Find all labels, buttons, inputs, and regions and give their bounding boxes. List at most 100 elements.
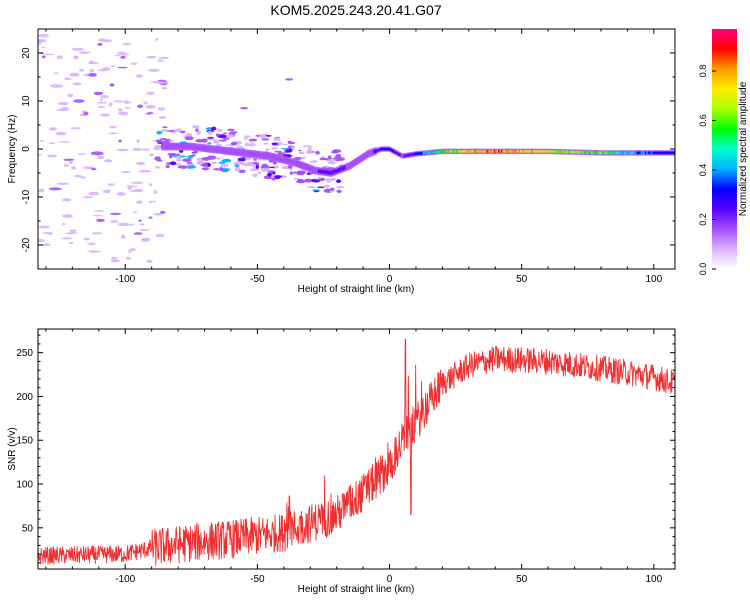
heatmap-cloud-blob	[306, 172, 311, 175]
heatmap-cloud-blob	[335, 153, 342, 158]
heatmap-noise-blob	[72, 82, 82, 86]
heatmap-cloud-blob	[196, 132, 201, 135]
heatmap-cloud-blob	[265, 134, 272, 137]
y-tick-label: 200	[16, 392, 33, 403]
heatmap-noise-blob	[88, 191, 100, 196]
heatmap-cloud-blob	[317, 186, 325, 189]
heatmap-noise-blob	[155, 233, 165, 238]
heatmap-cloud-blob	[273, 137, 281, 142]
heatmap-noise-blob	[130, 62, 138, 66]
heatmap-cloud-blob	[248, 138, 258, 142]
heatmap-noise-blob	[61, 237, 73, 240]
x-tick-label: -100	[115, 274, 135, 285]
heatmap-noise-blob	[40, 46, 46, 49]
heatmap-cloud-blob	[276, 141, 283, 145]
y-tick-label: 50	[22, 523, 34, 534]
heatmap-noise-blob	[56, 182, 69, 185]
x-tick-label: 100	[646, 574, 663, 585]
heatmap-noise-blob	[146, 55, 157, 59]
heatmap-cloud-blob	[257, 171, 262, 175]
heatmap-cloud-blob	[237, 157, 246, 162]
heatmap-isolated-blob	[226, 128, 235, 131]
heatmap-cloud-blob	[304, 178, 313, 183]
heatmap-cloud-blob	[330, 151, 338, 154]
x-tick-label: 50	[516, 274, 528, 285]
heatmap-noise-blob	[137, 104, 144, 108]
heatmap-noise-blob	[117, 53, 130, 56]
heatmap-noise-blob	[47, 155, 57, 158]
heatmap-cloud-blob	[192, 125, 200, 129]
snr-y-axis-label: SNR (v/v)	[7, 427, 18, 470]
heatmap-cloud-blob	[210, 161, 218, 164]
heatmap-noise-blob	[88, 72, 97, 77]
heatmap-cloud-blob	[243, 137, 248, 140]
heatmap-noise-blob	[101, 39, 112, 43]
colorbar-ticks: 0.0 0.2 0.4 0.6 0.8	[698, 65, 716, 275]
heatmap-noise-blob	[77, 153, 86, 155]
heatmap-cloud-blob	[160, 129, 168, 132]
heatmap-cloud-blob	[270, 175, 275, 178]
spectrogram-x-axis-label: Height of straight line (km)	[298, 284, 415, 295]
heatmap-cloud-blob	[207, 130, 213, 135]
colorbar-tick-label: 0.4	[698, 164, 708, 177]
heatmap-cloud-blob	[287, 141, 296, 145]
heatmap-noise-blob	[158, 116, 167, 119]
heatmap-cloud-blob	[244, 142, 249, 147]
heatmap-cloud-blob	[245, 156, 252, 161]
heatmap-cloud-blob	[296, 170, 307, 175]
heatmap-noise-blob	[97, 105, 106, 108]
heatmap-cloud-blob	[295, 180, 306, 183]
heatmap-cloud-blob	[155, 166, 161, 169]
heatmap-cloud-blob	[326, 159, 335, 162]
heatmap-noise-blob	[139, 223, 145, 226]
heatmap-noise-blob	[138, 219, 142, 222]
heatmap-cloud-blob	[193, 150, 198, 154]
heatmap-noise-blob	[96, 218, 105, 222]
heatmap-cloud-blob	[234, 167, 241, 172]
heatmap-noise-blob	[120, 234, 126, 239]
heatmap-cloud-blob	[218, 139, 227, 142]
heatmap-isolated-blob	[240, 107, 249, 110]
heatmap-isolated-blob	[261, 138, 270, 141]
spectrogram-y-axis-label: Frequency (Hz)	[7, 115, 18, 184]
spectrogram-marks	[38, 34, 675, 263]
heatmap-noise-blob	[63, 158, 75, 161]
heatmap-cloud-blob	[175, 128, 181, 133]
heatmap-cloud-blob	[187, 155, 194, 159]
heatmap-noise-blob	[149, 183, 153, 187]
heatmap-noise-blob	[69, 229, 77, 233]
heatmap-noise-blob	[68, 242, 74, 244]
heatmap-noise-blob	[146, 259, 153, 263]
heatmap-ridge-core	[672, 151, 675, 155]
heatmap-cloud-blob	[270, 147, 278, 150]
heatmap-noise-blob	[133, 232, 143, 235]
heatmap-noise-blob	[91, 232, 104, 235]
heatmap-noise-blob	[43, 53, 55, 56]
heatmap-cloud-blob	[267, 172, 272, 177]
heatmap-cloud-blob	[177, 165, 188, 169]
heatmap-noise-blob	[127, 186, 132, 191]
heatmap-noise-blob	[55, 131, 67, 136]
heatmap-noise-blob	[146, 112, 154, 115]
heatmap-noise-blob	[153, 212, 163, 216]
heatmap-noise-blob	[136, 139, 140, 144]
heatmap-cloud-blob	[252, 173, 258, 177]
heatmap-noise-blob	[120, 55, 126, 59]
heatmap-noise-blob	[48, 187, 62, 191]
heatmap-noise-blob	[160, 210, 166, 214]
heatmap-cloud-blob	[168, 139, 174, 143]
heatmap-cloud-blob	[327, 155, 332, 160]
heatmap-noise-blob	[132, 211, 138, 214]
heatmap-cloud-blob	[159, 138, 167, 141]
heatmap-noise-blob	[120, 171, 131, 174]
heatmap-noise-blob	[153, 190, 158, 194]
heatmap-cloud-blob	[249, 140, 254, 143]
heatmap-noise-blob	[148, 200, 153, 204]
heatmap-cloud-blob	[154, 156, 161, 161]
heatmap-noise-blob	[79, 68, 84, 72]
heatmap-cloud-blob	[265, 148, 270, 151]
heatmap-cloud-blob	[182, 158, 192, 162]
heatmap-noise-blob	[108, 132, 118, 135]
heatmap-cloud-blob	[176, 158, 182, 162]
